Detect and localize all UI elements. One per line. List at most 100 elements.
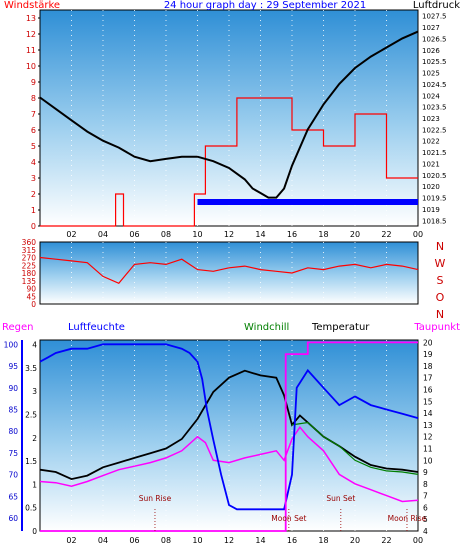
- x-tick-label: 02: [66, 536, 76, 545]
- humidity-tick-label: 70: [8, 471, 18, 480]
- compass-label: W: [435, 257, 446, 270]
- x-tick-label: 06: [129, 230, 139, 239]
- rain-tick-label: 3: [32, 387, 37, 396]
- compass-label: S: [437, 274, 444, 287]
- y-tick-label: 9: [31, 78, 36, 87]
- y2-tick-label: 1023.5: [422, 104, 447, 112]
- temp-tick-label: 8: [423, 480, 428, 489]
- pressure-axis-title: Luftdruck: [413, 0, 460, 11]
- temp-tick-label: 7: [423, 492, 428, 501]
- temp-tick-label: 13: [423, 421, 433, 430]
- temp-tick-label: 4: [423, 527, 428, 536]
- y-tick-label: 8: [31, 94, 36, 103]
- x-tick-label: 02: [66, 230, 76, 239]
- y2-tick-label: 1021: [422, 160, 440, 168]
- x-tick-label: 10: [192, 536, 202, 545]
- y-tick-label: 4: [31, 158, 36, 167]
- rain-tick-label: 2.5: [25, 411, 37, 420]
- humidity-tick-label: 75: [8, 449, 18, 458]
- y-tick-label: 3: [31, 174, 36, 183]
- y-tick-label: 11: [26, 46, 36, 55]
- annotation-label: Moon Rise: [388, 514, 427, 523]
- dir-tick-label: 270: [22, 254, 37, 263]
- dir-tick-label: 225: [22, 261, 37, 270]
- series-line-humidity: [39, 343, 419, 511]
- dir-tick-label: 45: [26, 292, 36, 301]
- y2-tick-label: 1027.5: [422, 13, 447, 21]
- dir-tick-label: 135: [22, 277, 37, 286]
- y-tick-label: 13: [26, 14, 36, 23]
- temp-tick-label: 20: [423, 338, 433, 347]
- humidity-tick-label: 95: [8, 362, 18, 371]
- compass-label: N: [436, 308, 444, 321]
- x-tick-label: 10: [192, 230, 202, 239]
- temp-tick-label: 18: [423, 362, 433, 371]
- temperature-axis-title: Temperatur: [311, 322, 370, 333]
- plot-area-1: [40, 10, 418, 226]
- y-tick-label: 2: [31, 190, 36, 199]
- rain-tick-label: 2: [32, 434, 37, 443]
- y2-tick-label: 1026: [422, 47, 440, 55]
- y2-tick-label: 1021.5: [422, 149, 447, 157]
- y2-tick-label: 1022.5: [422, 126, 447, 134]
- y-tick-label: 1: [31, 206, 36, 215]
- series-line-windchill: [291, 421, 419, 475]
- y-tick-label: 5: [31, 142, 36, 151]
- temp-tick-label: 16: [423, 386, 433, 395]
- temp-tick-label: 6: [423, 503, 428, 512]
- humidity-tick-label: 60: [8, 514, 18, 523]
- y2-tick-label: 1023: [422, 115, 440, 123]
- rain-tick-label: 4: [32, 341, 37, 350]
- y-tick-label: 6: [31, 126, 36, 135]
- annotation-label: Sun Set: [326, 494, 355, 503]
- y2-tick-label: 1022: [422, 138, 440, 146]
- compass-label: O: [436, 291, 445, 304]
- rain-tick-label: 3.5: [25, 364, 37, 373]
- series-line-wind-direction: [39, 256, 419, 285]
- dir-tick-label: 180: [22, 269, 37, 278]
- dewpoint-axis-title: Taupunkt: [413, 322, 460, 333]
- rain-axis-title: Regen: [2, 322, 34, 333]
- temp-tick-label: 9: [423, 468, 428, 477]
- y2-tick-label: 1018.5: [422, 217, 447, 225]
- x-tick-label: 12: [224, 536, 234, 545]
- temp-tick-label: 10: [423, 456, 433, 465]
- humidity-tick-label: 85: [8, 405, 18, 414]
- temp-tick-label: 19: [423, 350, 433, 359]
- x-tick-label: 04: [98, 536, 108, 545]
- y2-tick-label: 1024: [422, 92, 440, 100]
- humidity-tick-label: 100: [4, 340, 19, 349]
- windchill-axis-title: Windchill: [244, 322, 289, 333]
- y-tick-label: 12: [26, 30, 36, 39]
- y-tick-label: 10: [26, 62, 36, 71]
- dir-tick-label: 360: [22, 238, 37, 247]
- x-tick-label: 22: [381, 230, 391, 239]
- rain-tick-label: 0.5: [25, 504, 37, 513]
- dir-tick-label: 90: [26, 285, 36, 294]
- y-tick-label: 7: [31, 110, 36, 119]
- annotation-label: Moon Set: [271, 514, 306, 523]
- x-tick-label: 20: [350, 230, 360, 239]
- x-tick-label: 14: [255, 536, 265, 545]
- x-tick-label: 18: [318, 230, 328, 239]
- y2-tick-label: 1025.5: [422, 58, 447, 66]
- y2-tick-label: 1020.5: [422, 172, 447, 180]
- humidity-tick-label: 90: [8, 384, 18, 393]
- x-tick-label: 14: [255, 230, 265, 239]
- annotation-label: Sun Rise: [139, 494, 172, 503]
- y2-tick-label: 1025: [422, 70, 440, 78]
- y2-tick-label: 1024.5: [422, 81, 447, 89]
- x-tick-label: 20: [350, 536, 360, 545]
- dir-tick-label: 315: [22, 246, 37, 255]
- x-tick-label: 16: [287, 536, 297, 545]
- series-line-temperature: [39, 369, 419, 481]
- series-line-rain: [40, 341, 418, 532]
- temp-tick-label: 14: [423, 409, 433, 418]
- y2-tick-label: 1019: [422, 206, 440, 214]
- rain-tick-label: 1: [32, 480, 37, 489]
- humidity-axis-title: Luftfeuchte: [68, 322, 125, 333]
- series-line-dewpoint: [39, 425, 419, 503]
- x-tick-label: 12: [224, 230, 234, 239]
